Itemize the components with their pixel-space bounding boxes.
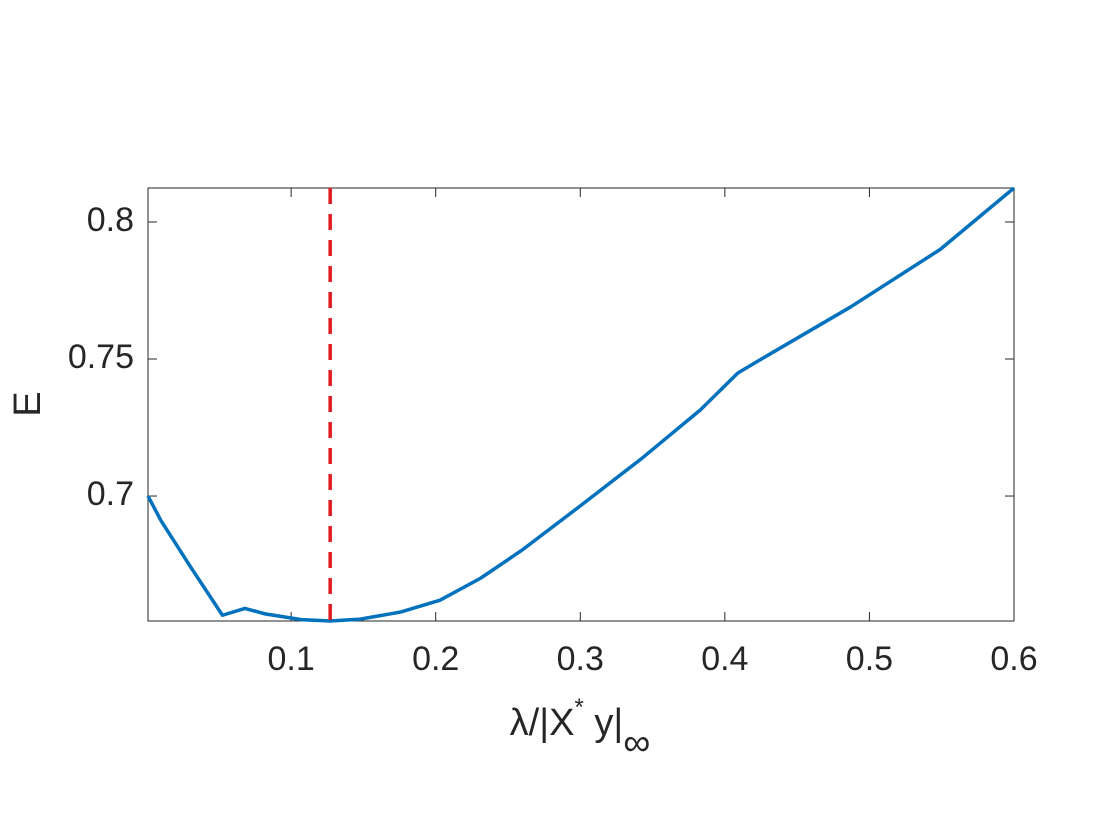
x-label-sub: ∞ <box>623 722 650 764</box>
y-tick-label: 0.7 <box>87 475 134 513</box>
y-tick-label: 0.75 <box>68 338 134 376</box>
x-label-sup: * <box>574 694 583 721</box>
x-tick-label: 0.4 <box>701 640 748 678</box>
x-axis-label: λ/|X* y|∞ <box>510 694 651 764</box>
x-tick-label: 0.5 <box>846 640 893 678</box>
x-tick-label: 0.2 <box>412 640 459 678</box>
x-tick-label: 0.3 <box>557 640 604 678</box>
x-tick-label: 0.6 <box>990 640 1037 678</box>
data-line <box>146 186 1016 623</box>
y-axis-label: E <box>7 391 49 416</box>
plot-area <box>147 187 1015 622</box>
y-tick-label: 0.8 <box>87 201 134 239</box>
x-tick-label: 0.1 <box>267 640 314 678</box>
x-label-mid: y| <box>584 702 623 744</box>
x-label-base: λ/|X <box>510 702 575 744</box>
